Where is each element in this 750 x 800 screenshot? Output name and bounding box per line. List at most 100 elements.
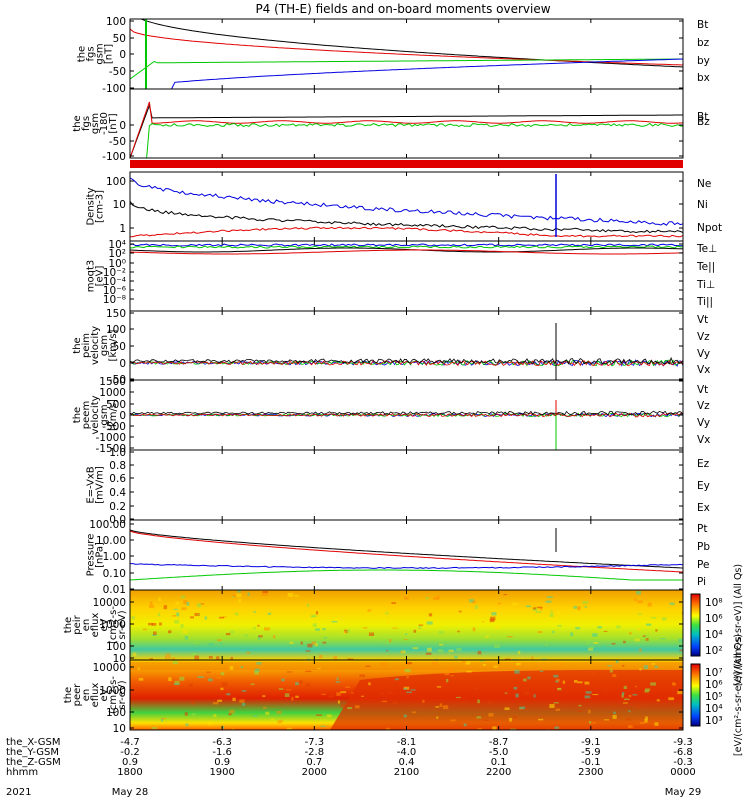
y-tick-label: 100 <box>106 707 126 719</box>
series-ti-perp <box>130 243 683 247</box>
heatmap-cell <box>613 711 616 714</box>
heatmap-cell <box>287 592 294 597</box>
heatmap-cell <box>403 714 407 718</box>
heatmap-cell <box>171 657 176 660</box>
heatmap-cell <box>229 666 234 670</box>
heatmap-cell <box>582 601 588 604</box>
series-bt <box>130 103 683 158</box>
heatmap-cell <box>181 607 187 611</box>
heatmap-cell <box>253 715 258 717</box>
heatmap-cell <box>184 635 189 640</box>
heatmap-cell <box>463 723 467 727</box>
heatmap-band-top <box>130 662 683 670</box>
heatmap-cell <box>482 664 486 666</box>
heatmap-cell <box>175 601 180 605</box>
heatmap-cell <box>243 634 249 637</box>
heatmap-cell <box>354 705 360 709</box>
heatmap-cell <box>604 689 610 692</box>
xaxis-value: 2000 <box>302 767 327 778</box>
series-ti-par <box>130 245 683 249</box>
y-tick-label: 10⁴ <box>108 239 126 251</box>
heatmap-cell <box>644 719 648 723</box>
heatmap-cell <box>549 704 555 708</box>
heatmap-cell <box>615 660 619 664</box>
heatmap-cell <box>435 658 439 660</box>
heatmap-cell <box>226 693 231 696</box>
colorbar-tick-label: 10³ <box>705 715 723 727</box>
heatmap-cell <box>449 667 455 672</box>
heatmap-cell <box>381 700 388 703</box>
y-axis-label-line: gsm <box>95 43 106 64</box>
heatmap-cell <box>639 722 646 724</box>
y-axis-label-line: eflux <box>90 613 101 638</box>
heatmap-cell <box>492 726 497 730</box>
heatmap-cell <box>403 687 407 690</box>
heatmap-cell <box>217 639 222 642</box>
heatmap-cell <box>180 624 184 628</box>
heatmap-cell <box>204 616 207 620</box>
legend-npot: Npot <box>697 222 722 234</box>
heatmap-cell <box>258 635 263 638</box>
plot-area-peim_vel <box>130 323 683 380</box>
heatmap-cell <box>213 714 217 717</box>
heatmap-cell <box>504 658 511 660</box>
heatmap-cell <box>545 644 549 646</box>
heatmap-cell <box>635 726 641 728</box>
heatmap-cell <box>315 628 320 631</box>
heatmap-cell <box>220 687 224 691</box>
heatmap-cell <box>200 603 205 605</box>
legend-ti: Ti|| <box>696 296 713 308</box>
heatmap-cell <box>219 616 225 619</box>
heatmap-cell <box>221 725 225 729</box>
heatmap-cell <box>598 672 601 674</box>
heatmap-cell <box>231 728 235 730</box>
heatmap-cell <box>588 721 592 724</box>
y-axis-label-line: en <box>81 619 92 632</box>
heatmap-cell <box>677 691 683 695</box>
heatmap-cell <box>541 658 547 660</box>
colorbar <box>690 663 701 727</box>
heatmap-cell <box>537 631 543 634</box>
legend-ez: Ez <box>697 458 710 470</box>
legend-vz: Vz <box>697 400 710 412</box>
heatmap-cell <box>191 713 196 716</box>
heatmap-cell <box>584 695 591 699</box>
heatmap-cell <box>186 601 190 606</box>
y-tick-label: 10 <box>113 723 126 735</box>
xaxis-value: -5.0 <box>489 747 509 758</box>
heatmap-cell <box>359 674 365 677</box>
series-bx <box>130 58 683 89</box>
heatmap-cell <box>385 727 391 730</box>
plot-area-density <box>130 174 683 238</box>
heatmap-cell <box>362 627 368 629</box>
heatmap-cell <box>336 677 339 680</box>
y-axis-label-line: the <box>77 46 88 62</box>
heatmap-cell <box>351 692 354 694</box>
heatmap-cell <box>489 618 495 623</box>
heatmap-cell <box>509 717 513 722</box>
heatmap-cell <box>367 609 372 611</box>
heatmap-cell <box>481 621 485 623</box>
heatmap-cell <box>662 617 667 621</box>
heatmap-cell <box>406 691 412 693</box>
heatmap-cell <box>647 602 652 607</box>
y-axis-label-line: velocity <box>90 395 101 434</box>
heatmap-cell <box>403 596 409 600</box>
panel-density: 100 10 1 Density[cm-3] Ne Ni Npot <box>86 171 722 242</box>
heatmap-cell <box>142 628 147 631</box>
heatmap-cell <box>236 593 242 598</box>
y-tick-label: 50 <box>113 33 126 45</box>
heatmap-cell <box>642 634 649 639</box>
heatmap-cell <box>651 663 656 665</box>
heatmap-cell <box>206 671 211 673</box>
y-tick-label: -100 <box>102 151 126 163</box>
xaxis-row-label: the_Y-GSM <box>6 747 59 758</box>
y-tick-label: 0 <box>119 358 126 370</box>
heatmap-cell <box>607 665 613 667</box>
series-pb <box>130 530 683 573</box>
y-axis-label-line: [nPa] <box>95 542 106 568</box>
series-by <box>130 58 683 80</box>
xaxis-value: -9.1 <box>581 737 601 748</box>
colorbar-tick-label: 10⁵ <box>705 691 723 703</box>
